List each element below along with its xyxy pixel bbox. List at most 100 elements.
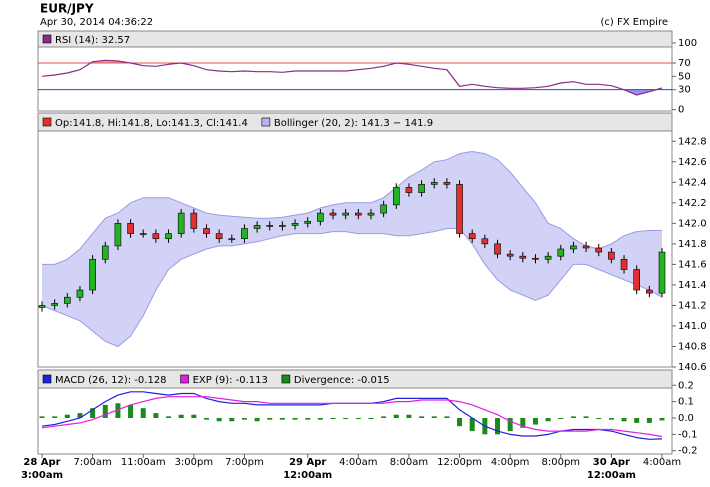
legend-swatch bbox=[180, 374, 189, 384]
candle-body bbox=[595, 247, 603, 253]
divergence-bar bbox=[64, 414, 70, 418]
divergence-bar bbox=[570, 416, 576, 418]
candle-body bbox=[506, 253, 514, 257]
divergence-bar bbox=[621, 418, 627, 422]
x-tick-label: 3:00pm bbox=[175, 457, 214, 468]
divergence-bar bbox=[532, 418, 538, 425]
plot-area bbox=[39, 391, 665, 440]
divergence-bar bbox=[241, 418, 247, 420]
candle-body bbox=[342, 212, 349, 216]
panel-header bbox=[37, 112, 673, 132]
y-tick-label: 141.8 bbox=[678, 239, 707, 250]
legend-label: Op:141.8, Hi:141.8, Lo:141.3, Cl:141.4 bbox=[55, 118, 248, 129]
x-tick-label: 12:00pm bbox=[437, 457, 482, 468]
divergence-bar bbox=[52, 416, 58, 418]
candle-body bbox=[64, 296, 71, 304]
y-tick-label: 141.2 bbox=[678, 300, 707, 311]
candle-body bbox=[544, 255, 552, 260]
candle-body bbox=[317, 212, 324, 222]
candle-body bbox=[127, 223, 134, 234]
candle-body bbox=[253, 225, 261, 229]
series-line bbox=[41, 396, 663, 438]
y-tick-label: 141.0 bbox=[678, 321, 707, 332]
y-tick-label: 142.4 bbox=[678, 177, 707, 188]
divergence-bar bbox=[229, 418, 235, 422]
candle-body bbox=[430, 182, 438, 185]
divergence-bar bbox=[520, 418, 526, 428]
divergence-bar bbox=[444, 416, 450, 418]
y-tick-label: 141.6 bbox=[678, 259, 707, 270]
title: EUR/JPY bbox=[40, 2, 94, 16]
y-tick-label: 30 bbox=[678, 85, 691, 96]
legend-swatch bbox=[42, 34, 52, 44]
divergence-bar bbox=[191, 414, 197, 418]
band-lower bbox=[41, 228, 663, 348]
x-tick-label: 4:00am bbox=[643, 457, 681, 468]
candle-body bbox=[620, 258, 628, 270]
x-tick-label: 30 Apr bbox=[593, 457, 630, 468]
candle-body bbox=[291, 223, 299, 226]
panel: 0 30 50 70 100 RSI (14): 32.57 bbox=[37, 30, 697, 116]
divergence-bar bbox=[495, 418, 501, 435]
legend-label: RSI (14): 32.57 bbox=[55, 35, 130, 46]
x-tick-sublabel: 3:00am bbox=[21, 470, 63, 481]
y-tick-label: 0 bbox=[678, 105, 684, 116]
x-tick-label: 7:00am bbox=[73, 457, 111, 468]
y-tick-label: 100 bbox=[678, 38, 697, 49]
copyright: (c) FX Empire bbox=[601, 17, 669, 28]
candle-body bbox=[481, 238, 489, 245]
candle-body bbox=[241, 228, 248, 240]
divergence-bar bbox=[545, 418, 551, 422]
candle-body bbox=[658, 251, 666, 294]
divergence-bar bbox=[558, 418, 564, 419]
divergence-bar bbox=[166, 416, 172, 418]
divergence-bar bbox=[368, 418, 374, 419]
x-tick-label: 29 Apr bbox=[289, 457, 326, 468]
y-tick-label: 70 bbox=[678, 58, 691, 69]
y-tick-label: -0.2 bbox=[678, 446, 698, 457]
panel: 140.6 140.8 141.0 141.2 141.4 141.6 141.8 142.0… bbox=[37, 112, 707, 373]
divergence-bar bbox=[469, 418, 475, 432]
divergence-bar bbox=[355, 418, 361, 419]
divergence-bar bbox=[254, 418, 260, 422]
candle-body bbox=[468, 233, 476, 240]
divergence-bar bbox=[140, 408, 146, 418]
candle-body bbox=[165, 233, 172, 240]
candle-body bbox=[215, 233, 223, 240]
divergence-bar bbox=[431, 416, 437, 418]
x-tick-label: 11:00am bbox=[121, 457, 166, 468]
y-tick-label: 142.8 bbox=[678, 136, 707, 147]
divergence-bar bbox=[381, 416, 387, 418]
x-tick-label: 4:00am bbox=[339, 457, 377, 468]
divergence-bar bbox=[419, 416, 425, 418]
candle-body bbox=[76, 289, 84, 298]
candle-body bbox=[519, 255, 527, 259]
candle-body bbox=[279, 225, 286, 227]
divergence-bar bbox=[343, 418, 349, 419]
candle-body bbox=[355, 212, 362, 216]
divergence-bar bbox=[267, 418, 273, 420]
divergence-bar bbox=[153, 413, 159, 418]
candle-body bbox=[494, 243, 501, 255]
divergence-bar bbox=[39, 416, 45, 418]
divergence-bar bbox=[90, 408, 96, 418]
divergence-bar bbox=[128, 404, 134, 418]
y-tick-label: 141.4 bbox=[678, 280, 707, 291]
candle-body bbox=[405, 187, 413, 193]
y-tick-label: 142.0 bbox=[678, 218, 707, 229]
candle-body bbox=[228, 238, 236, 241]
divergence-bar bbox=[406, 414, 412, 418]
divergence-bar bbox=[292, 418, 298, 420]
x-tick-label: 8:00am bbox=[390, 457, 428, 468]
x-tick-label: 7:00pm bbox=[225, 457, 264, 468]
candle-body bbox=[608, 251, 615, 260]
candle-body bbox=[38, 305, 46, 308]
x-tick-sublabel: 12:00am bbox=[283, 470, 332, 481]
candle-body bbox=[633, 269, 640, 291]
panel-header bbox=[37, 369, 673, 389]
legend-label: Divergence: -0.015 bbox=[294, 375, 390, 386]
y-tick-label: 50 bbox=[678, 71, 691, 82]
divergence-bar bbox=[583, 416, 589, 418]
legend-label: MACD (26, 12): -0.128 bbox=[55, 375, 167, 386]
legend-swatch bbox=[281, 374, 291, 384]
